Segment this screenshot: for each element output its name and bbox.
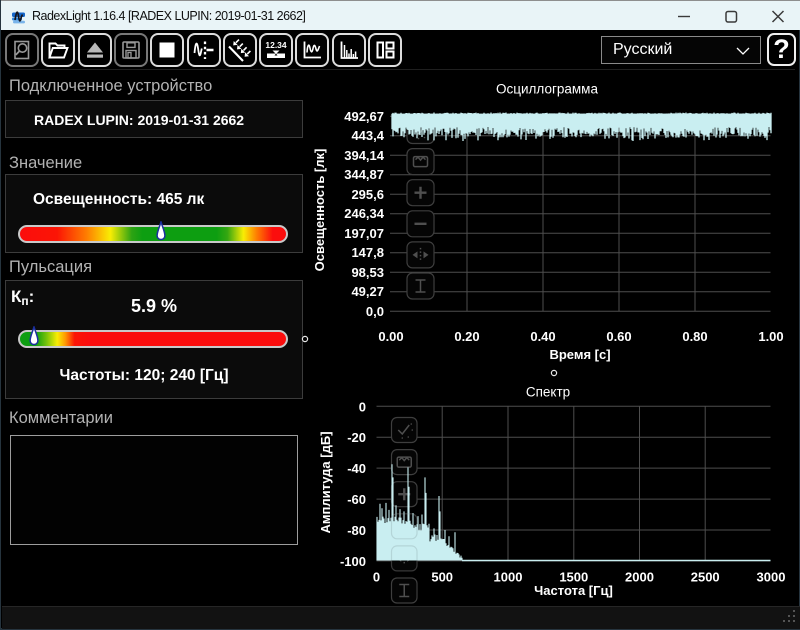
svg-text:2000: 2000 (625, 570, 654, 585)
svg-text:394,14: 394,14 (344, 148, 385, 163)
svg-text:Время [с]: Время [с] (549, 347, 610, 362)
svg-text:Освещенность [лк]: Освещенность [лк] (312, 149, 327, 272)
svg-text:0.40: 0.40 (530, 329, 555, 344)
svg-text:0: 0 (373, 570, 380, 585)
svg-text:1000: 1000 (494, 570, 523, 585)
svg-text:500: 500 (431, 570, 453, 585)
svg-text:2500: 2500 (691, 570, 720, 585)
svg-text:Амплитуда [дБ]: Амплитуда [дБ] (318, 431, 333, 533)
svg-text:1.00: 1.00 (758, 329, 783, 344)
svg-text:Частота [Гц]: Частота [Гц] (534, 583, 613, 598)
svg-text:-60: -60 (347, 492, 366, 507)
svg-text:-100: -100 (340, 554, 366, 569)
svg-text:12.34: 12.34 (265, 40, 287, 50)
svg-text:246,34: 246,34 (344, 206, 385, 221)
svg-text:344,87: 344,87 (344, 167, 384, 182)
svg-text:0.60: 0.60 (606, 329, 631, 344)
svg-text:98,53: 98,53 (351, 265, 384, 280)
svg-text:0.80: 0.80 (682, 329, 707, 344)
svg-text:147,8: 147,8 (351, 245, 384, 260)
svg-text:197,07: 197,07 (344, 226, 384, 241)
svg-text:0.00: 0.00 (378, 329, 403, 344)
svg-text:295,6: 295,6 (351, 187, 384, 202)
svg-text:3000: 3000 (757, 570, 786, 585)
svg-text:-40: -40 (347, 461, 366, 476)
svg-text:0.20: 0.20 (454, 329, 479, 344)
svg-text:443,4: 443,4 (351, 128, 384, 143)
svg-text:Осциллограмма: Осциллограмма (496, 82, 598, 97)
svg-text:-20: -20 (347, 430, 366, 445)
svg-text:49,27: 49,27 (351, 284, 384, 299)
svg-text:-80: -80 (347, 523, 366, 538)
svg-text:0: 0 (359, 399, 366, 414)
svg-text:492,67: 492,67 (344, 109, 384, 124)
svg-text:1500: 1500 (559, 570, 588, 585)
svg-text:Спектр: Спектр (526, 385, 570, 400)
svg-text:0,0: 0,0 (366, 304, 384, 319)
